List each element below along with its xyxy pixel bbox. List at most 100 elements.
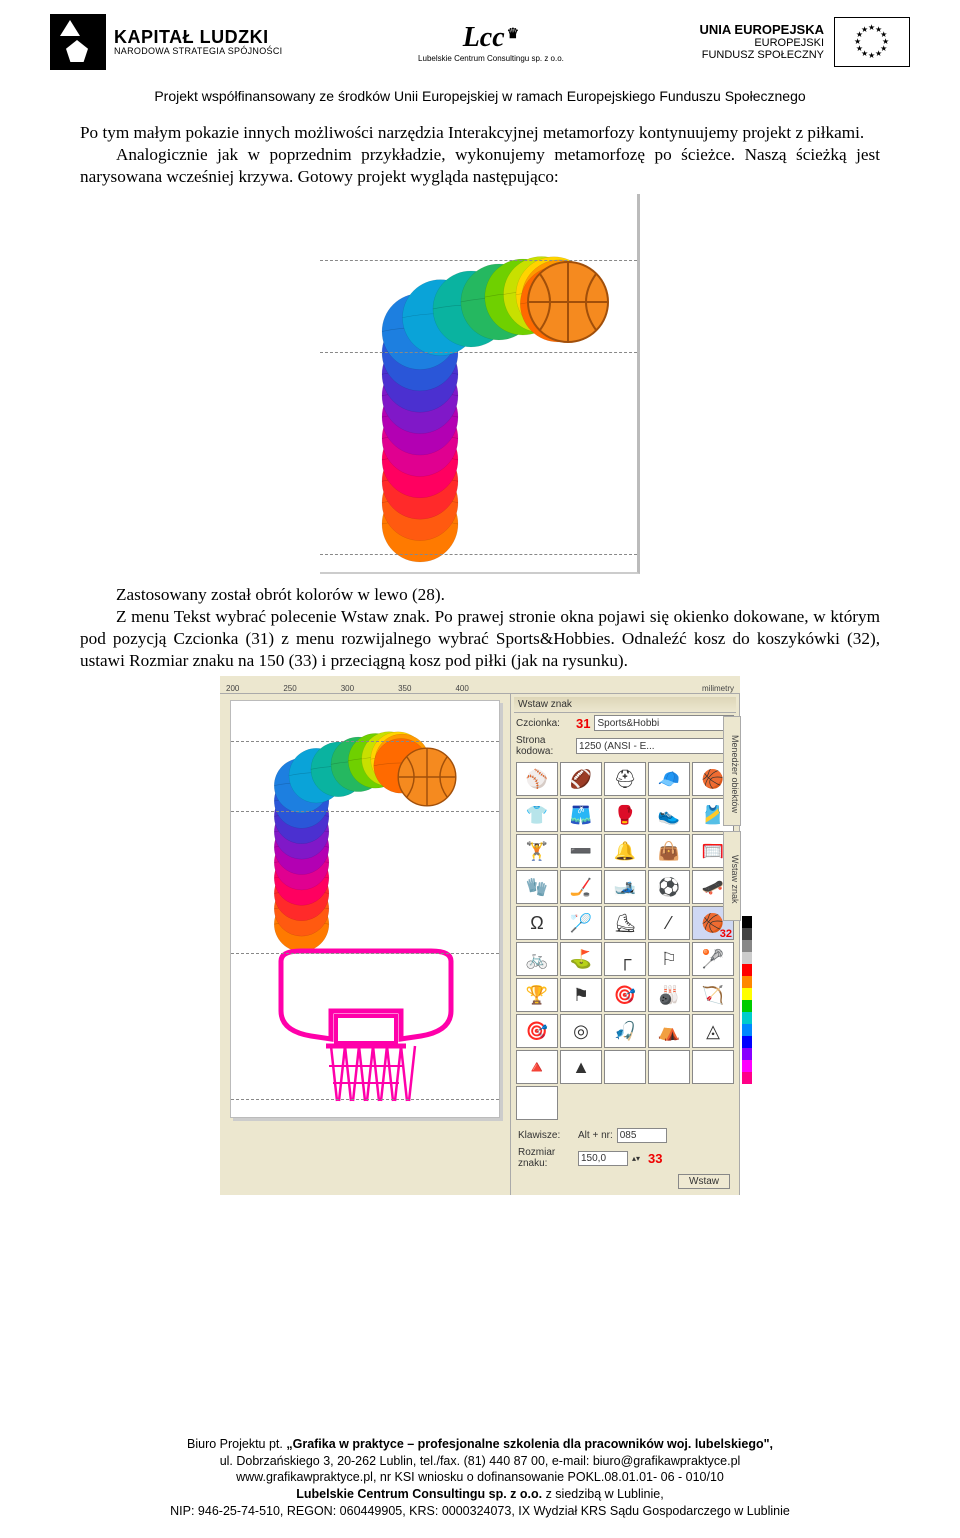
glyph-cell[interactable]: 🎣 xyxy=(604,1014,646,1048)
logo-kapital-ludzki: KAPITAŁ LUDZKI NARODOWA STRATEGIA SPÓJNO… xyxy=(50,14,282,70)
insert-char-panel: Wstaw znak Czcionka: 31 Sports&Hobbi▾ St… xyxy=(510,694,740,1195)
ruler-tick: 300 xyxy=(341,684,354,693)
ruler-tick: 250 xyxy=(283,684,296,693)
glyph-cell[interactable]: 🏈 xyxy=(560,762,602,796)
glyph-cell[interactable]: 🥊 xyxy=(604,798,646,832)
eu-line1: UNIA EUROPEJSKA xyxy=(700,23,824,37)
glyph-cell[interactable]: ⛑ xyxy=(604,762,646,796)
footer-l4a: Lubelskie Centrum Consultingu sp. z o.o. xyxy=(296,1487,542,1501)
glyph-cell[interactable]: ⚽ xyxy=(648,870,690,904)
keys-value: 085 xyxy=(617,1128,667,1143)
glyph-cell[interactable]: ◎ xyxy=(560,1014,602,1048)
glyph-cell[interactable]: ⛺ xyxy=(648,1014,690,1048)
kl-title: KAPITAŁ LUDZKI xyxy=(114,28,282,46)
glyph-cell[interactable]: ◬ xyxy=(692,1014,734,1048)
footer-l2: ul. Dobrzańskiego 3, 20-262 Lublin, tel.… xyxy=(0,1453,960,1470)
logo-eu: UNIA EUROPEJSKA EUROPEJSKI FUNDUSZ SPOŁE… xyxy=(700,17,910,67)
eu-line2: EUROPEJSKI xyxy=(700,37,824,49)
glyph-cell[interactable]: ⛸ xyxy=(604,906,646,940)
canvas-area xyxy=(220,694,510,1124)
codepage-select[interactable]: 1250 (ANSI - E...▾ xyxy=(576,738,734,754)
glyph-cell[interactable]: ⁄ xyxy=(648,906,690,940)
ruler-tick: 400 xyxy=(455,684,468,693)
lcc-title: Lcc xyxy=(463,22,505,53)
footer-l3: www.grafikawpraktyce.pl, nr KSI wniosku … xyxy=(0,1469,960,1486)
footer-l1b: „Grafika w praktyce – profesjonalne szko… xyxy=(286,1437,773,1451)
glyph-cell[interactable]: ┌ xyxy=(604,942,646,976)
glyph-cell[interactable]: 👕 xyxy=(516,798,558,832)
font-select[interactable]: Sports&Hobbi▾ xyxy=(594,715,734,731)
ruler-tick: 350 xyxy=(398,684,411,693)
glyph-cell[interactable]: ⛳ xyxy=(560,942,602,976)
glyph-cell[interactable]: 🔺 xyxy=(516,1050,558,1084)
glyph-cell[interactable]: 🔔 xyxy=(604,834,646,868)
paragraph-4: Z menu Tekst wybrać polecenie Wstaw znak… xyxy=(80,606,880,672)
paragraph-2: Analogicznie jak w poprzednim przykładzi… xyxy=(80,144,880,188)
logo-lcc: Lcc♛ Lubelskie Centrum Consultingu sp. z… xyxy=(418,22,564,63)
project-subtitle: Projekt współfinansowany ze środków Unii… xyxy=(50,88,910,104)
glyph-cell[interactable]: ⚐ xyxy=(648,942,690,976)
insert-button[interactable]: Wstaw xyxy=(678,1174,730,1189)
glyph-cell[interactable] xyxy=(692,1050,734,1084)
body-block-2: Zastosowany został obrót kolorów w lewo … xyxy=(80,584,880,672)
glyph-cell[interactable]: ⚾ xyxy=(516,762,558,796)
glyph-cell[interactable]: 🧤 xyxy=(516,870,558,904)
ruler-tick: 200 xyxy=(226,684,239,693)
footer-l1a: Biuro Projektu pt. xyxy=(187,1437,286,1451)
rainbow-balls-fig1 xyxy=(320,194,640,574)
footer-l5: NIP: 946-25-74-510, REGON: 060449905, KR… xyxy=(0,1503,960,1520)
body-block-1: Po tym małym pokazie innych możliwości n… xyxy=(80,122,880,188)
glyph-cell[interactable]: 🏋 xyxy=(516,834,558,868)
glyph-cell[interactable]: 🥍 xyxy=(692,942,734,976)
font-label: Czcionka: xyxy=(516,718,572,729)
glyph-cell[interactable] xyxy=(516,1086,558,1120)
figure-1 xyxy=(320,194,640,574)
figure-2: 200 250 300 350 400 milimetry Wstaw znak xyxy=(220,676,740,1195)
glyph-cell[interactable]: 🏹 xyxy=(692,978,734,1012)
glyph-cell[interactable]: ▲ xyxy=(560,1050,602,1084)
glyph-cell[interactable]: 🎯 xyxy=(516,1014,558,1048)
ruler: 200 250 300 350 400 milimetry xyxy=(220,676,740,694)
marker-31: 31 xyxy=(576,716,590,731)
sidetab-manager[interactable]: Menedżer obiektów xyxy=(723,716,741,826)
glyph-cell[interactable]: Ω xyxy=(516,906,558,940)
header-bar: KAPITAŁ LUDZKI NARODOWA STRATEGIA SPÓJNO… xyxy=(0,0,960,76)
keys-prefix: Alt + nr: xyxy=(578,1130,613,1141)
sidetab-insertchar[interactable]: Wstaw znak xyxy=(723,831,741,921)
glyph-cell[interactable]: 🏸 xyxy=(560,906,602,940)
glyph-cell[interactable]: 🏆 xyxy=(516,978,558,1012)
footer: Biuro Projektu pt. „Grafika w praktyce –… xyxy=(0,1436,960,1520)
glyph-cell[interactable]: 👜 xyxy=(648,834,690,868)
glyph-cell[interactable] xyxy=(648,1050,690,1084)
color-palette[interactable] xyxy=(742,916,752,1084)
codepage-label: Strona kodowa: xyxy=(516,735,572,757)
glyph-cell[interactable]: ⚑ xyxy=(560,978,602,1012)
kl-star-icon xyxy=(50,14,106,70)
glyph-cell[interactable] xyxy=(604,1050,646,1084)
lcc-subtitle: Lubelskie Centrum Consultingu sp. z o.o. xyxy=(418,54,564,63)
rainbow-balls-fig2 xyxy=(231,701,501,1119)
panel-title: Wstaw znak xyxy=(514,697,736,713)
glyph-cell[interactable]: 🧢 xyxy=(648,762,690,796)
glyph-cell[interactable]: 🎯 xyxy=(604,978,646,1012)
glyph-cell[interactable]: 🩳 xyxy=(560,798,602,832)
glyph-cell[interactable]: 🚲 xyxy=(516,942,558,976)
paragraph-1: Po tym małym pokazie innych możliwości n… xyxy=(80,122,880,144)
marker-33: 33 xyxy=(648,1151,662,1166)
glyph-grid[interactable]: ⚾🏈⛑🧢🏀👕🩳🥊👟🎽🏋➖🔔👜🥅🧤🏒🎿⚽🛹Ω🏸⛸⁄🏀🚲⛳┌⚐🥍🏆⚑🎯🎳🏹🎯◎🎣⛺◬… xyxy=(516,762,734,1120)
size-input[interactable]: 150,0 xyxy=(578,1151,628,1166)
glyph-cell[interactable]: 🏒 xyxy=(560,870,602,904)
paragraph-3: Zastosowany został obrót kolorów w lewo … xyxy=(80,584,880,606)
glyph-cell[interactable]: 👟 xyxy=(648,798,690,832)
footer-l4b: z siedzibą w Lublinie, xyxy=(542,1487,664,1501)
keys-label: Klawisze: xyxy=(518,1130,574,1141)
kl-subtitle: NARODOWA STRATEGIA SPÓJNOŚCI xyxy=(114,47,282,56)
ruler-unit: milimetry xyxy=(702,684,734,693)
eu-line3: FUNDUSZ SPOŁECZNY xyxy=(700,49,824,61)
glyph-cell[interactable]: ➖ xyxy=(560,834,602,868)
crown-icon: ♛ xyxy=(507,27,520,42)
eu-flag-icon: ★★★★★★★★★★★★ xyxy=(834,17,910,67)
glyph-cell[interactable]: 🎳 xyxy=(648,978,690,1012)
canvas-page xyxy=(230,700,500,1118)
glyph-cell[interactable]: 🎿 xyxy=(604,870,646,904)
